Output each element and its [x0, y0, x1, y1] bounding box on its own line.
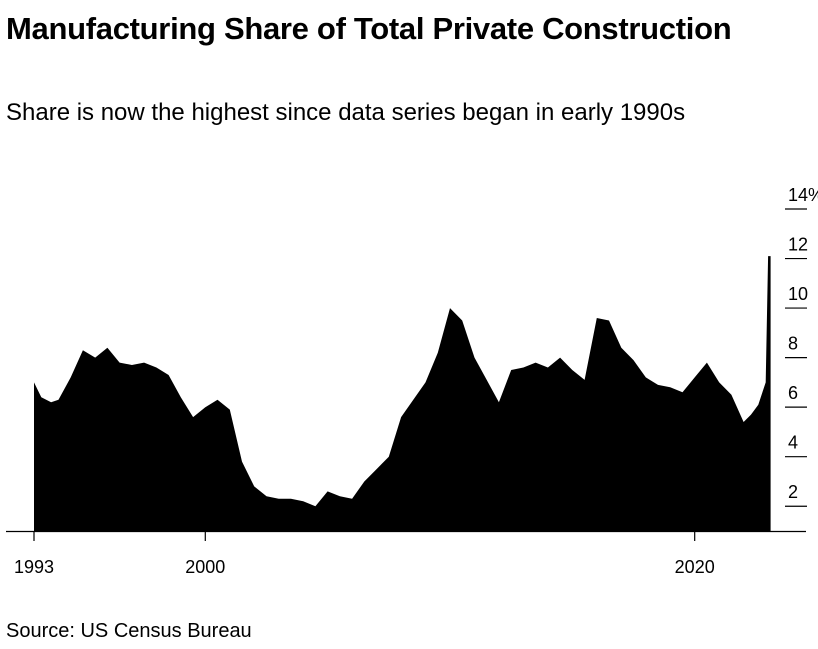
y-tick-label: 4 — [788, 433, 798, 453]
x-axis: 1993 2000 2020 — [14, 531, 715, 577]
y-tick-label: 10 — [788, 284, 808, 304]
x-tick-label: 2020 — [675, 557, 715, 577]
y-tick-label: 8 — [788, 334, 798, 354]
y-tick-label: 14% — [788, 185, 818, 205]
chart-subtitle: Share is now the highest since data seri… — [6, 99, 686, 126]
y-tick-label: 2 — [788, 482, 798, 502]
manufacturing-share-area — [34, 256, 771, 531]
chart-title: Manufacturing Share of Total Private Con… — [6, 11, 732, 46]
x-tick-label: 1993 — [14, 557, 54, 577]
y-axis: 2 4 6 8 10 12 14% — [785, 185, 818, 507]
source-note: Source: US Census Bureau — [6, 620, 252, 642]
y-tick-label: 12 — [788, 235, 808, 255]
x-tick-label: 2000 — [185, 557, 225, 577]
y-tick-label: 6 — [788, 383, 798, 403]
